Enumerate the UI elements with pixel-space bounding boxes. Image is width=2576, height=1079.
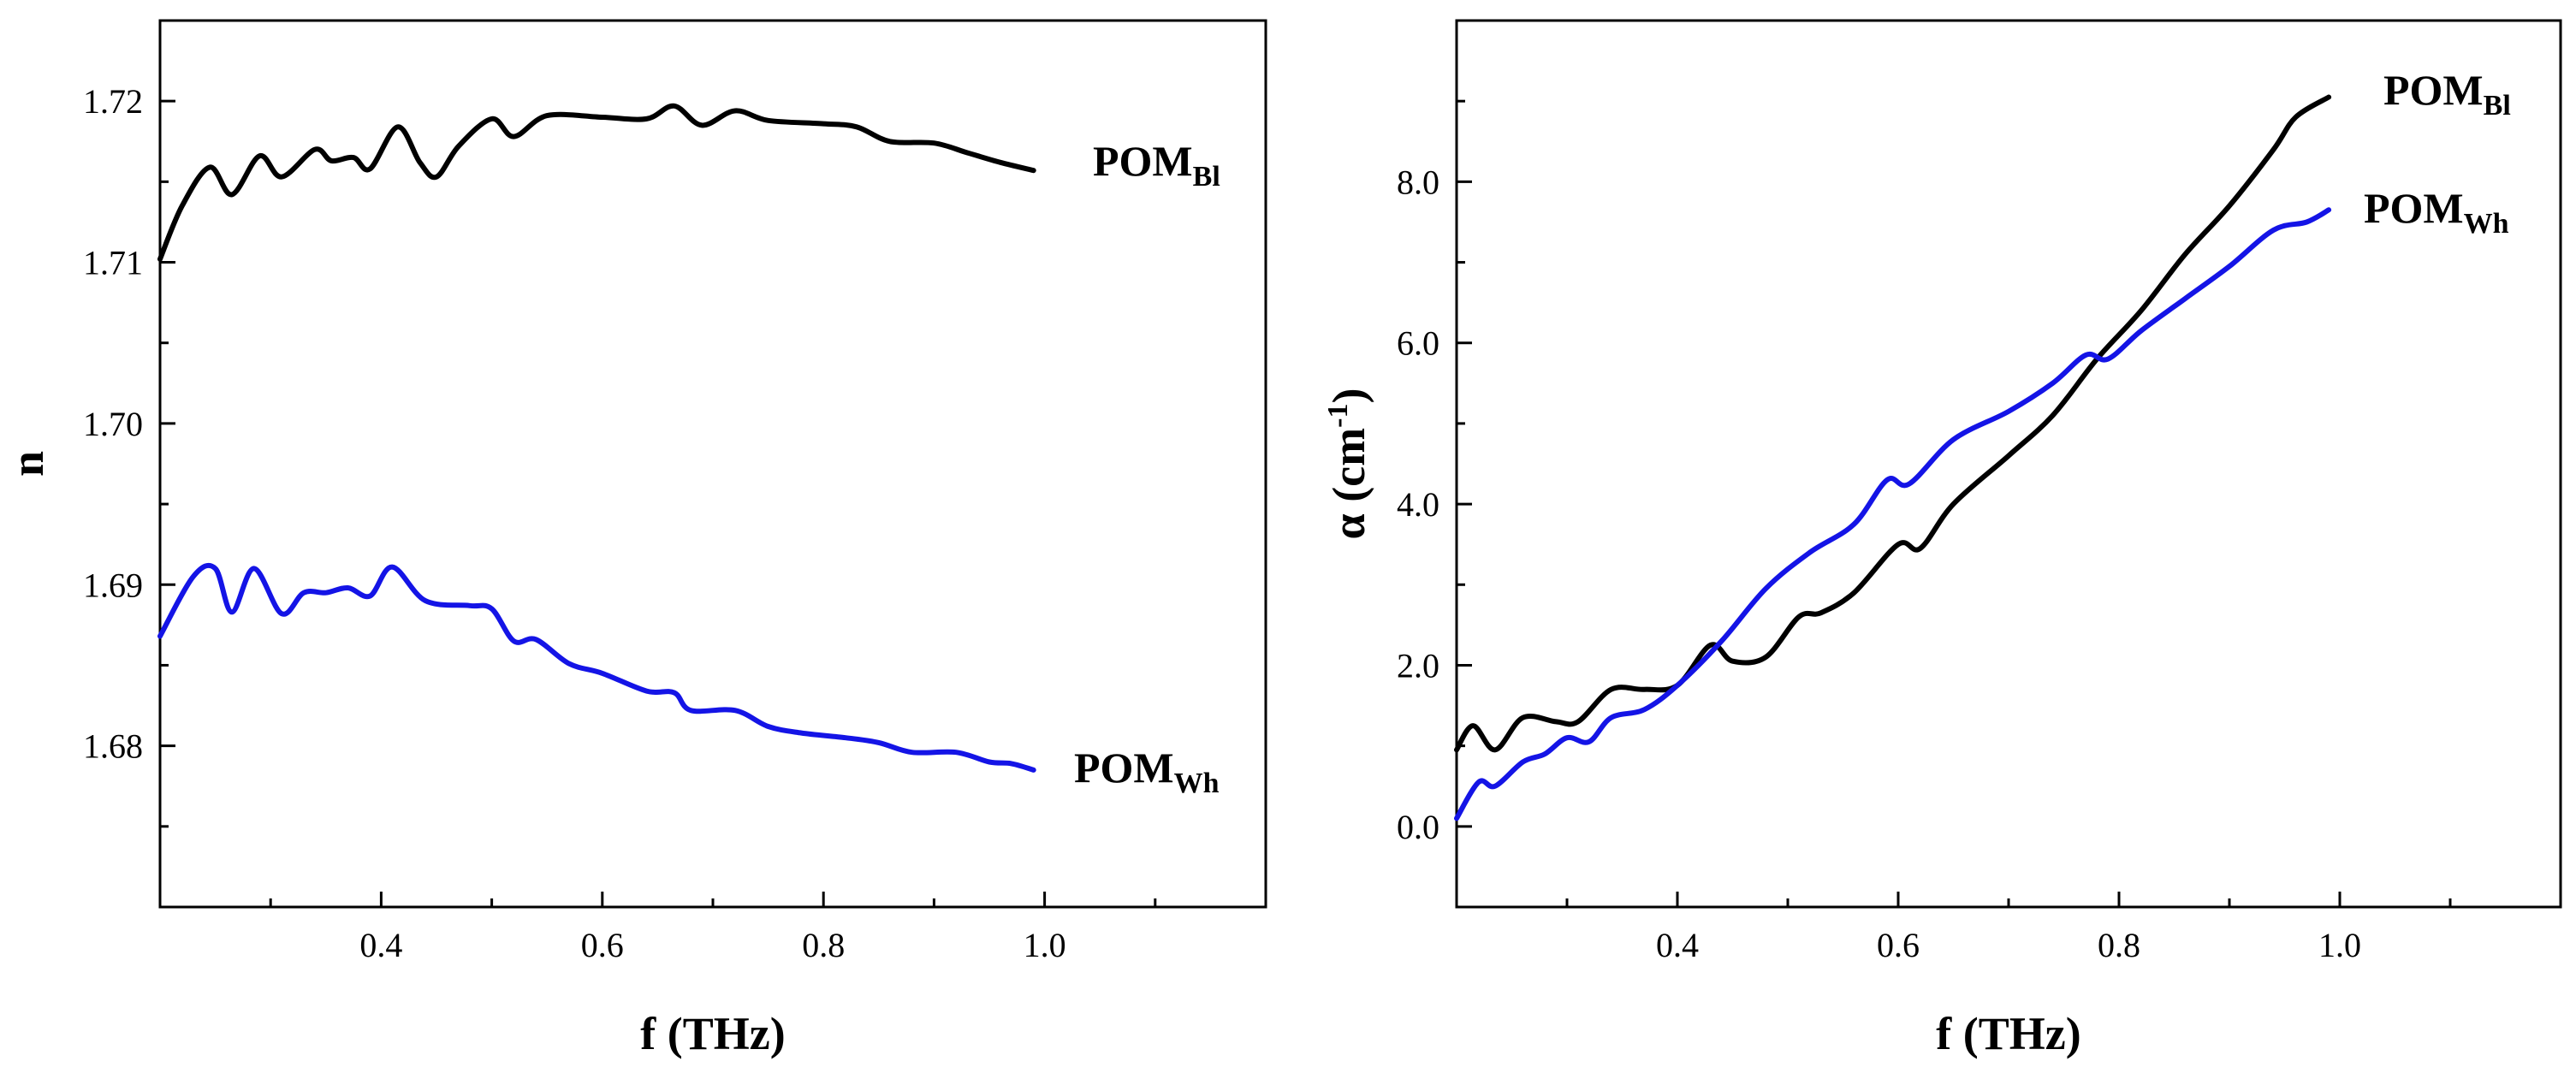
- series-lines: [157, 103, 1036, 773]
- x-axis-ticks: 0.4 0.6 0.8 1.0: [1455, 892, 2562, 964]
- y-axis-ticks: 0.0 2.0 4.0 6.0 8.0: [1397, 19, 1472, 909]
- legend-label-pom-bl: POMBl: [2383, 66, 2511, 122]
- y-tick-label: 8.0: [1397, 163, 1439, 201]
- y-axis-label: α (cm-1): [1322, 388, 1374, 540]
- series-line-pom-wh: [1454, 207, 2332, 821]
- y-tick-label: 6.0: [1397, 324, 1439, 363]
- x-tick-label: 0.6: [1877, 926, 1920, 964]
- series-line-pom-wh: [157, 562, 1036, 773]
- x-tick-label: 1.0: [2318, 926, 2361, 964]
- x-tick-label: 1.0: [1024, 926, 1066, 964]
- y-tick-label: 1.70: [83, 405, 143, 443]
- x-axis-label: f (THz): [640, 1008, 785, 1059]
- legend-label-pom-bl: POMBl: [1093, 137, 1220, 193]
- y-tick-label: 1.69: [83, 566, 143, 604]
- x-tick-label: 0.8: [802, 926, 845, 964]
- series-lines: [1454, 94, 2332, 821]
- series-line-pom-bl: [157, 103, 1036, 262]
- x-axis-label: f (THz): [1936, 1008, 2080, 1059]
- x-tick-label: 0.6: [581, 926, 624, 964]
- x-tick-label: 0.8: [2098, 926, 2140, 964]
- y-tick-label: 1.71: [83, 244, 143, 282]
- plot-frame: [1455, 19, 2562, 909]
- x-axis-ticks: 0.4 0.6 0.8 1.0: [158, 892, 1267, 964]
- y-tick-label: 1.68: [83, 727, 143, 766]
- refractive-index-chart: 1.68 1.69 1.70 1.71 1.72 0.4 0.6 0.8 1.0 f (THz…: [2, 19, 1267, 1059]
- x-tick-label: 0.4: [359, 926, 402, 964]
- y-tick-label: 0.0: [1397, 808, 1439, 846]
- absorption-coefficient-chart: 0.0 2.0 4.0 6.0 8.0 0.4 0.6 0.8 1.0 f (THz) α (…: [1322, 19, 2562, 1059]
- series-line-pom-bl: [1454, 94, 2332, 753]
- y-axis-label: n: [2, 451, 53, 477]
- legend-label-pom-wh: POMWh: [2364, 184, 2509, 240]
- x-tick-label: 0.4: [1656, 926, 1699, 964]
- y-tick-label: 2.0: [1397, 646, 1439, 685]
- y-tick-label: 1.72: [83, 82, 143, 121]
- y-axis-ticks: 1.68 1.69 1.70 1.71 1.72: [83, 19, 175, 909]
- legend-label-pom-wh: POMWh: [1074, 744, 1220, 799]
- y-tick-label: 4.0: [1397, 485, 1439, 524]
